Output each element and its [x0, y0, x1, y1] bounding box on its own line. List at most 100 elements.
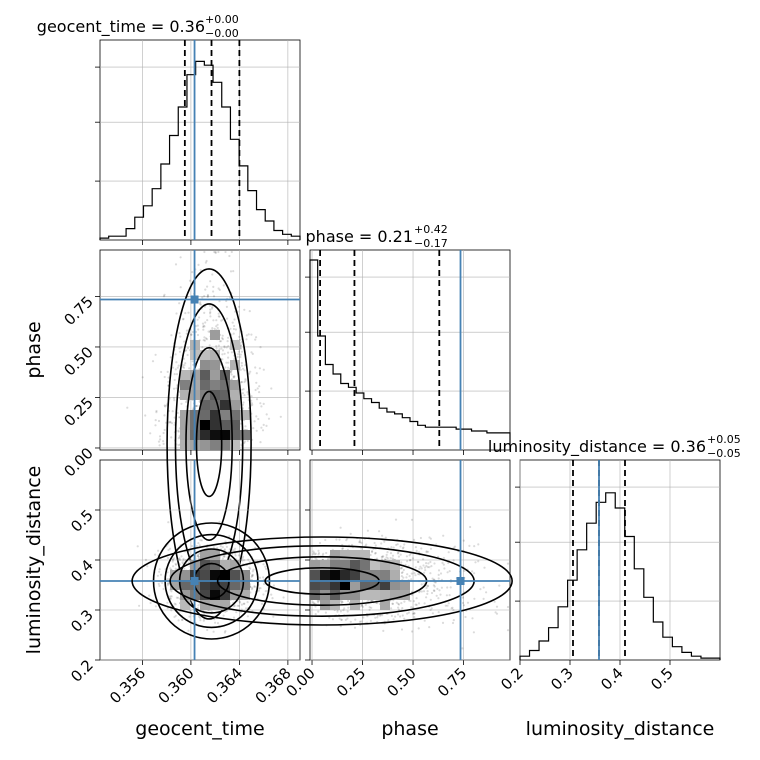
- scatter-point: [403, 543, 406, 546]
- xlabel-luminosity-distance: luminosity_distance: [526, 718, 715, 740]
- density-cell: [200, 380, 210, 390]
- scatter-point: [349, 532, 352, 535]
- scatter-point: [267, 417, 271, 420]
- scatter-point: [209, 315, 212, 318]
- scatter-point: [312, 553, 315, 556]
- scatter-point: [155, 409, 158, 413]
- scatter-point: [170, 595, 173, 598]
- title-luminosity-distance-sub: −0.05: [707, 447, 741, 460]
- density-cell: [370, 560, 380, 570]
- scatter-point: [378, 530, 381, 533]
- scatter-point: [211, 306, 214, 309]
- scatter-point: [246, 439, 249, 442]
- density-cell: [210, 570, 220, 580]
- scatter-point: [206, 628, 209, 632]
- scatter-point: [197, 263, 200, 266]
- density-cell: [200, 570, 210, 580]
- scatter-point: [368, 606, 371, 609]
- scatter-point: [410, 518, 414, 521]
- scatter-point: [234, 328, 237, 331]
- scatter-point: [259, 441, 262, 444]
- density-cell: [330, 570, 340, 580]
- y-tick-label: 0.2: [67, 656, 97, 686]
- scatter-point: [441, 621, 445, 624]
- x-tick-label: 0.25: [333, 664, 369, 700]
- scatter-point: [272, 584, 275, 587]
- scatter-point: [168, 547, 172, 550]
- scatter-point: [236, 355, 239, 358]
- scatter-point: [390, 607, 393, 610]
- scatter-point: [179, 335, 182, 338]
- scatter-point: [171, 558, 174, 561]
- title-phase-sup: +0.42: [414, 223, 448, 236]
- density-cell: [180, 420, 190, 430]
- scatter-point: [169, 567, 172, 570]
- scatter-point: [413, 572, 416, 575]
- scatter-point: [202, 325, 205, 329]
- scatter-point: [498, 584, 501, 587]
- scatter-point: [431, 577, 434, 580]
- scatter-point: [201, 322, 205, 325]
- scatter-point: [203, 250, 206, 254]
- scatter-point: [374, 552, 377, 555]
- scatter-point: [219, 340, 223, 343]
- scatter-point: [314, 552, 317, 555]
- scatter-point: [227, 345, 230, 348]
- scatter-point: [414, 546, 417, 549]
- scatter-point: [368, 608, 371, 611]
- scatter-point: [212, 295, 216, 298]
- scatter-point: [417, 602, 421, 605]
- panel-2-2-plot: 0.2 0.3 0.4 0.5: [497, 459, 721, 694]
- scatter-point: [325, 551, 328, 555]
- scatter-point: [196, 554, 199, 557]
- scatter-point: [414, 603, 417, 606]
- scatter-point: [179, 256, 182, 259]
- scatter-point: [376, 614, 379, 617]
- scatter-point: [182, 557, 185, 560]
- scatter-point: [232, 327, 235, 331]
- density-cell: [380, 570, 390, 580]
- scatter-point: [336, 610, 339, 613]
- scatter-point: [450, 607, 453, 610]
- scatter-point: [186, 347, 190, 350]
- scatter-point: [254, 546, 257, 549]
- scatter-point: [172, 387, 176, 390]
- scatter-point: [163, 293, 166, 296]
- scatter-point: [166, 571, 169, 574]
- scatter-point: [344, 618, 347, 621]
- scatter-point: [211, 327, 214, 330]
- scatter-point: [347, 606, 350, 609]
- scatter-point: [243, 380, 246, 384]
- scatter-point: [177, 596, 180, 599]
- scatter-point: [483, 566, 486, 569]
- scatter-point: [180, 555, 183, 558]
- scatter-point: [154, 419, 157, 422]
- x-tick-label: 0.364: [203, 664, 246, 707]
- scatter-point: [270, 387, 273, 390]
- density-cell: [230, 430, 240, 440]
- scatter-point: [223, 631, 226, 634]
- scatter-point: [380, 555, 383, 559]
- scatter-point: [244, 607, 248, 610]
- scatter-point: [255, 429, 258, 432]
- scatter-point: [169, 595, 172, 598]
- scatter-point: [173, 378, 176, 382]
- scatter-point: [425, 551, 428, 554]
- scatter-point: [233, 324, 236, 328]
- scatter-point: [443, 567, 446, 570]
- scatter-point: [209, 280, 212, 283]
- density-cell: [380, 590, 390, 600]
- scatter-point: [233, 549, 236, 552]
- density-cell: [180, 570, 190, 580]
- truth-marker: [190, 295, 199, 304]
- density-cell: [310, 560, 320, 570]
- density-cell: [230, 410, 240, 420]
- scatter-point: [417, 627, 420, 630]
- scatter-point: [232, 375, 235, 378]
- scatter-point: [433, 562, 436, 565]
- scatter-point: [188, 367, 191, 370]
- scatter-point: [221, 318, 224, 321]
- scatter-point: [373, 541, 376, 545]
- scatter-point: [383, 540, 386, 543]
- density-cell: [210, 430, 220, 440]
